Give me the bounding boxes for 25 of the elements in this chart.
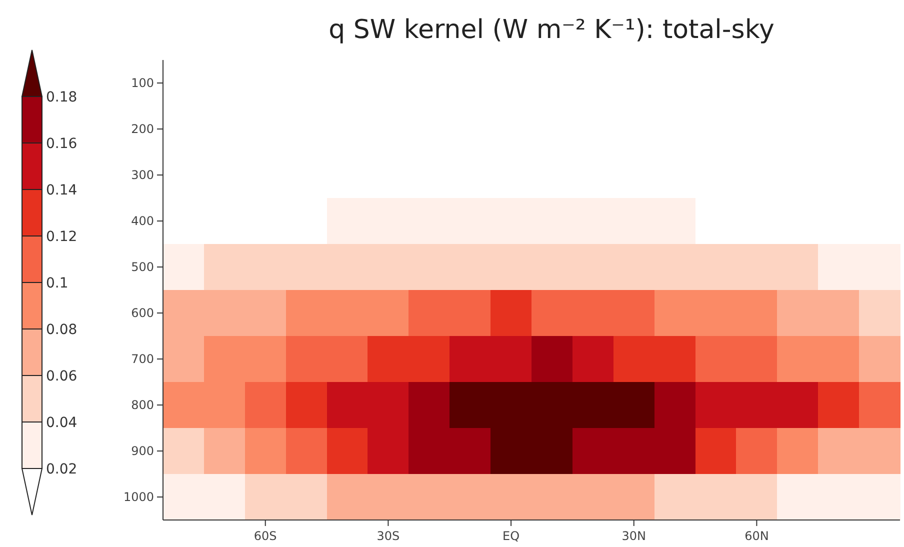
color-bar-label: 0.18: [46, 90, 78, 106]
color-bar-label: 0.06: [46, 368, 78, 384]
color-bar-label: 0.04: [46, 415, 78, 431]
x-tick-label: 60S: [254, 529, 277, 543]
color-bar-label: 0.12: [46, 229, 78, 245]
x-tick-label: 60N: [744, 529, 769, 543]
y-tick-label: 1000: [123, 490, 154, 504]
y-tick-label: 900: [131, 444, 154, 458]
y-tick-label: 200: [131, 122, 154, 136]
y-tick-label: 700: [131, 352, 154, 366]
x-tick-label: 30N: [622, 529, 646, 543]
y-tick-label: 400: [131, 214, 154, 228]
chart-title: q SW kernel (W m⁻² K⁻¹): total-sky: [328, 15, 774, 45]
color-bar-label: 0.14: [46, 182, 78, 198]
y-tick-label: 600: [131, 306, 154, 320]
x-tick-label: 30S: [376, 529, 400, 543]
color-bar-label: 0.1: [46, 276, 68, 292]
y-tick-label: 100: [131, 76, 154, 90]
x-tick-label: EQ: [502, 529, 520, 543]
y-tick-label: 800: [131, 398, 154, 412]
color-bar-label: 0.02: [46, 462, 78, 478]
color-bar-label: 0.08: [46, 322, 78, 338]
color-bar-label: 0.16: [46, 136, 78, 152]
y-tick-label: 500: [131, 260, 154, 274]
y-tick-label: 300: [131, 168, 154, 182]
